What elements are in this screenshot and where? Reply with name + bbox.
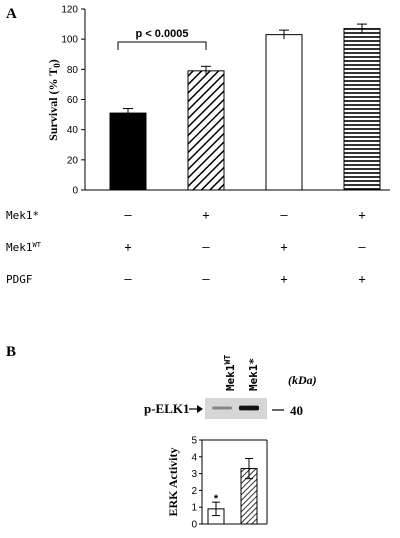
kda-units: (kDa): [288, 373, 317, 387]
y-tick-label: 120: [61, 5, 78, 16]
significance-bracket: p < 0.0005: [117, 28, 207, 50]
y-tick-label: 40: [67, 125, 79, 136]
y-tick-label-b: 4: [191, 452, 197, 463]
lane-label-mek1-star: Mek1*: [247, 358, 260, 391]
y-tick-label-b: 3: [191, 469, 197, 480]
western-blot: Mek1WT Mek1* (kDa) p-ELK1 40: [144, 355, 317, 419]
band-arrow: [189, 405, 203, 413]
condition-sign: +: [280, 272, 287, 286]
condition-superscript: WT: [33, 241, 42, 249]
y-tick-label: 20: [67, 155, 79, 166]
condition-sign: –: [202, 272, 210, 286]
band-lane-1: [212, 406, 232, 410]
panel-b-letter: B: [6, 344, 16, 360]
bar-1: [109, 112, 147, 191]
panel-a-letter: A: [6, 6, 17, 22]
y-axis-ticks: 0 20 40 60 80 100 120: [61, 5, 85, 197]
condition-table: Mek1* – + – + Mek1WT + – + – PDGF – – + +: [6, 208, 366, 286]
band-label: p-ELK1: [144, 401, 190, 416]
blot-bands: [212, 405, 259, 411]
marker-label: 40: [290, 403, 303, 418]
y-axis-label: Survival (% T0): [46, 59, 62, 141]
y-tick-label-b: 1: [191, 503, 197, 514]
y-tick-label-b: 2: [191, 486, 197, 497]
survival-bar-chart: 0 20 40 60 80 100 120 Survival (% T0) p < 0.00…: [46, 5, 390, 197]
y-tick-label: 80: [67, 65, 79, 76]
band-lane-2: [239, 405, 259, 411]
condition-sign: –: [358, 240, 366, 254]
y-axis-ticks-b: 0 1 2 3 4 5: [191, 436, 202, 531]
y-tick-label-b: 0: [191, 520, 197, 531]
condition-label-3: PDGF: [6, 273, 33, 286]
condition-sign: –: [124, 208, 132, 222]
condition-name: PDGF: [6, 273, 33, 286]
y-tick-label: 100: [61, 35, 78, 46]
blot-strip: [205, 398, 267, 419]
condition-name: Mek1*: [6, 209, 39, 222]
condition-sign: +: [124, 240, 131, 254]
lane-label-mek1-wt: Mek1WT: [223, 355, 237, 391]
condition-sign: +: [280, 240, 287, 254]
condition-sign: –: [124, 272, 132, 286]
bars-b: [207, 457, 258, 525]
erk-activity-chart: 0 1 2 3 4 5 ERK Activity *: [166, 436, 268, 531]
significance-star: *: [214, 493, 219, 505]
significance-label: p < 0.0005: [136, 28, 189, 40]
condition-sign: +: [358, 208, 365, 222]
y-tick-label-b: 5: [191, 436, 197, 447]
condition-sign: –: [202, 240, 210, 254]
condition-label-1: Mek1*: [6, 209, 39, 222]
condition-sign: +: [202, 208, 209, 222]
bar-4: [343, 28, 381, 191]
bar-3: [265, 34, 303, 191]
condition-label-2: Mek1WT: [6, 241, 42, 254]
condition-sign: +: [358, 272, 365, 286]
y-axis-label-b: ERK Activity: [166, 448, 180, 517]
bars: [109, 23, 381, 191]
y-tick-label: 0: [72, 186, 78, 197]
y-tick-label: 60: [67, 95, 79, 106]
condition-name: Mek1: [6, 241, 33, 254]
bar-2: [187, 70, 225, 191]
condition-sign: –: [280, 208, 288, 222]
